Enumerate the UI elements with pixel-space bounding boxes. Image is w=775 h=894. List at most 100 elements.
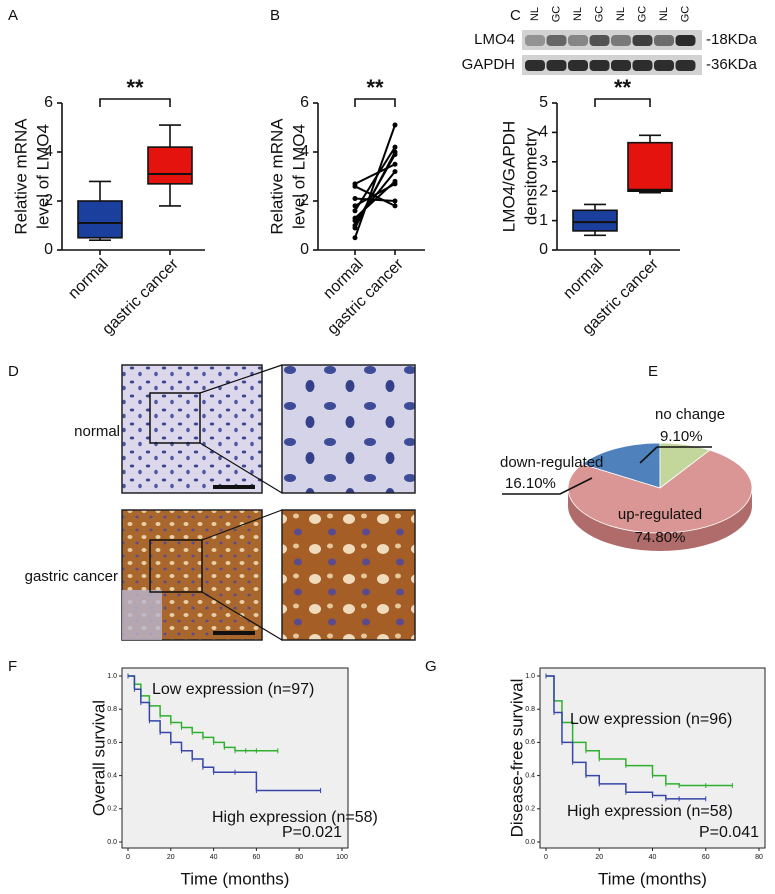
box <box>627 141 673 193</box>
pie-slice <box>567 449 753 534</box>
blot-band <box>589 60 610 71</box>
pair-point <box>352 208 358 214</box>
pair-line <box>354 182 396 207</box>
pair-point <box>392 198 398 204</box>
y-tick-label: 1.0 <box>107 673 117 680</box>
pie-value-label: 74.80% <box>635 529 686 546</box>
pie-slice <box>581 442 661 489</box>
y-tick-label: 0.2 <box>525 806 535 813</box>
survival-step <box>572 761 587 776</box>
pair-line <box>354 146 396 212</box>
x-tick-label: 20 <box>167 854 175 861</box>
y-tick-label: 0.8 <box>107 706 117 713</box>
survival-step <box>235 771 258 791</box>
x-axis-label: Time (months) <box>598 869 707 888</box>
significance: ** <box>366 75 384 100</box>
x-tick-label: 0 <box>544 854 548 861</box>
y-tick-label: 0.6 <box>107 739 117 746</box>
box <box>572 209 618 232</box>
panel-label: A <box>8 7 18 24</box>
pie-value-label: 9.10% <box>660 428 703 445</box>
survival-step <box>140 701 151 721</box>
ihc-images <box>121 364 416 641</box>
survival-step <box>149 705 161 716</box>
y-tick-label: 2 <box>300 192 309 209</box>
panel-label: G <box>425 658 437 675</box>
leader <box>502 477 593 495</box>
pair-point <box>392 203 398 209</box>
x-tick-label: 80 <box>755 854 763 861</box>
significance-bracket <box>594 98 651 107</box>
leader <box>639 446 712 464</box>
x-tick-label: 40 <box>649 854 657 861</box>
x-tick-label: 60 <box>702 854 710 861</box>
x-tick-label: 0 <box>126 854 130 861</box>
y-tick-label: 0.4 <box>107 772 117 779</box>
y-axis-label: Disease-free survival <box>507 679 526 838</box>
significance-bracket <box>99 98 171 107</box>
p-value: P=0.021 <box>282 824 342 841</box>
ihc-row-label: gastric cancer <box>25 568 118 585</box>
blot-band <box>632 35 653 46</box>
blot-band <box>611 35 631 46</box>
survival-step <box>181 749 193 759</box>
blot-band <box>568 60 588 71</box>
x-tick-label: 100 <box>336 854 348 861</box>
x-tick-label: 60 <box>253 854 261 861</box>
series-label: High expression (n=58) <box>567 803 733 820</box>
significance: ** <box>126 75 144 100</box>
x-tick-label: 40 <box>210 854 218 861</box>
survival-step <box>652 774 667 784</box>
survival-step <box>546 675 555 713</box>
y-tick-label: 3 <box>539 153 548 170</box>
survival-step <box>561 721 574 743</box>
blot-band <box>675 35 696 46</box>
lane-label: NL <box>572 7 584 21</box>
series-label: High expression (n=58) <box>212 809 378 826</box>
blot-protein: LMO4 <box>474 31 515 48</box>
survival-step <box>192 758 204 768</box>
p-value: P=0.041 <box>699 824 759 841</box>
survival-step <box>561 741 574 763</box>
y-tick-label: 1.0 <box>525 673 535 680</box>
pie-label: no change <box>655 406 725 423</box>
survival-step <box>160 731 172 743</box>
y-tick-label: 0.0 <box>107 839 117 846</box>
pair-point <box>392 161 398 167</box>
y-tick-label: 1 <box>539 212 548 229</box>
survival-step <box>585 749 600 759</box>
x-tick-label: normal <box>65 256 112 303</box>
survival-step <box>134 688 142 703</box>
pair-point <box>352 223 358 228</box>
y-tick-label: 0.0 <box>525 839 535 846</box>
panel-label: B <box>270 7 280 24</box>
blot-band <box>675 60 696 71</box>
y-tick-label: 0.2 <box>107 806 117 813</box>
survival-step <box>128 675 136 690</box>
y-axis-label: Relative mRNA <box>267 118 286 235</box>
lane-label: NL <box>658 7 670 21</box>
blot-band <box>611 60 631 71</box>
survival-step <box>599 783 627 793</box>
pair-line <box>354 163 396 185</box>
y-axis-label: level of LMO4 <box>289 124 308 229</box>
y-axis-label: Overall survival <box>89 700 108 816</box>
pair-point <box>392 122 398 128</box>
blot-band <box>632 60 653 71</box>
survival-step <box>625 764 654 776</box>
x-tick-label: normal <box>560 256 607 303</box>
blot-band <box>654 60 674 71</box>
pair-point <box>352 235 358 241</box>
blot-band <box>568 35 588 46</box>
pie-label: down-regulated <box>500 454 603 471</box>
pair-point <box>352 196 358 202</box>
survival-step <box>170 741 183 751</box>
significance-bracket <box>354 98 396 107</box>
y-axis-label: Relative mRNA <box>11 118 30 235</box>
survival-step <box>585 774 600 784</box>
x-tick-label: 80 <box>295 854 303 861</box>
pair-point <box>392 151 398 157</box>
ihc-row-label: normal <box>74 423 120 440</box>
pair-line <box>354 124 396 239</box>
